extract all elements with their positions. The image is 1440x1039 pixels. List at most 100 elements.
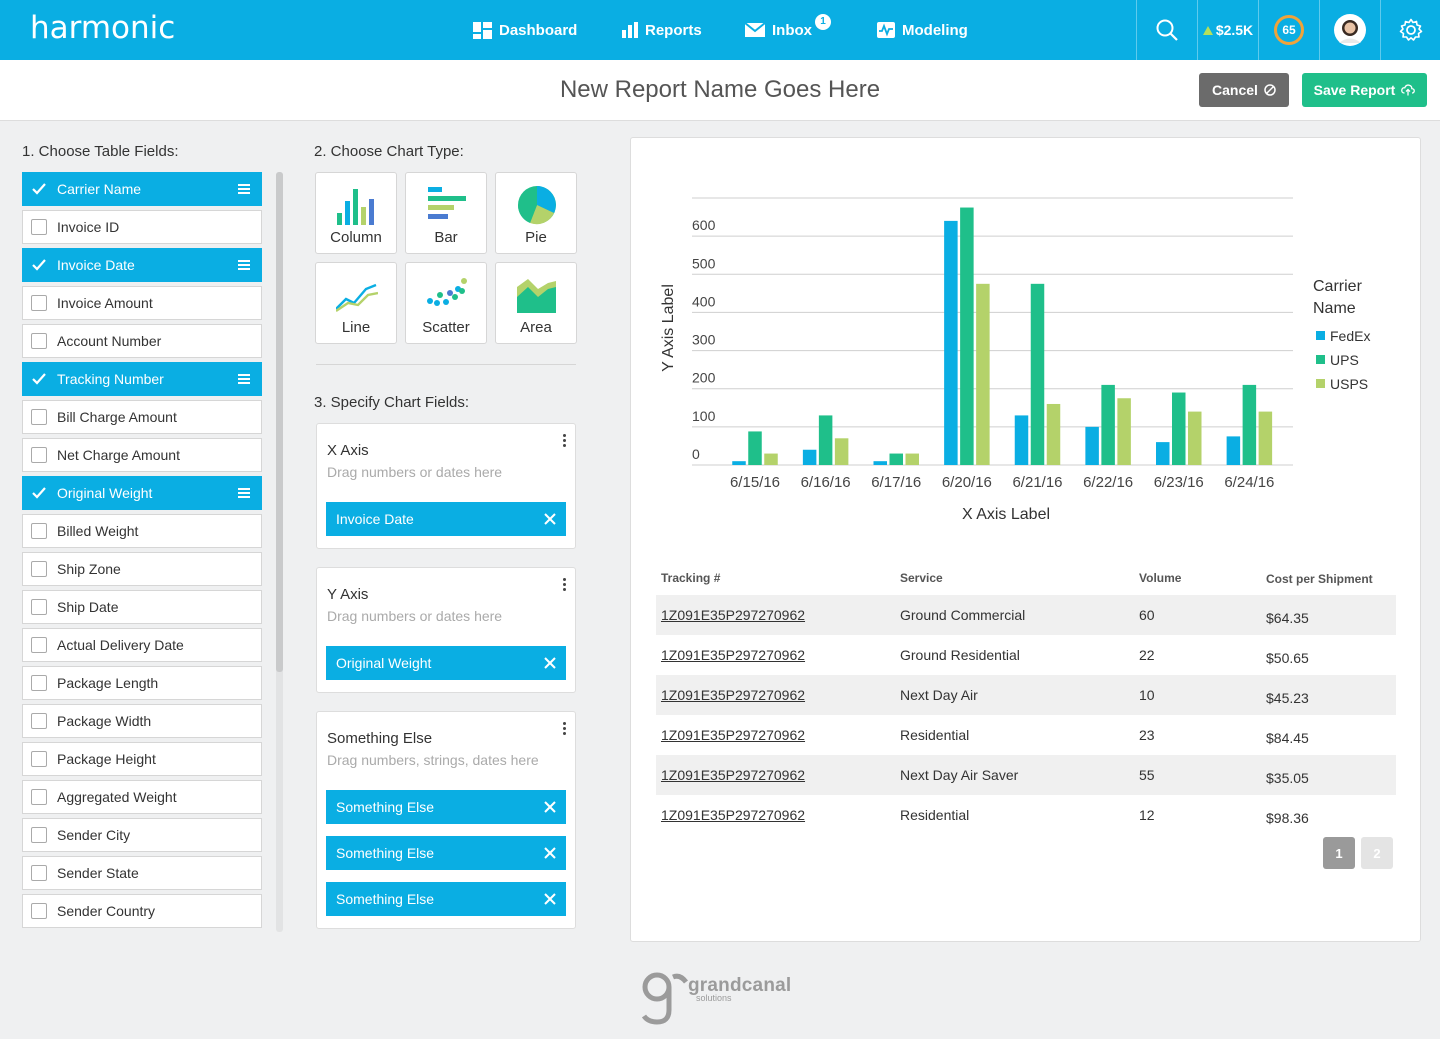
column-header-service[interactable]: Service [900, 571, 943, 585]
checkbox[interactable] [31, 561, 47, 577]
bar-fedex[interactable] [1085, 426, 1099, 465]
checkbox[interactable] [31, 409, 47, 425]
bar-ups[interactable] [889, 453, 904, 465]
table-field-item[interactable]: Actual Delivery Date [22, 628, 262, 662]
bar-fedex[interactable] [1014, 415, 1029, 465]
bar-usps[interactable] [905, 453, 920, 465]
checkbox[interactable] [31, 675, 47, 691]
bar-ups[interactable] [1242, 384, 1257, 465]
checkbox[interactable] [31, 713, 47, 729]
something-else-chip[interactable]: Something Else [326, 790, 566, 824]
table-field-item[interactable]: Sender State [22, 856, 262, 890]
checkbox[interactable] [31, 599, 47, 615]
checkbox-checked[interactable] [31, 371, 47, 387]
tracking-link[interactable]: 1Z091E35P297270962 [661, 767, 806, 783]
something-else-chip[interactable]: Something Else [326, 836, 566, 870]
table-field-item[interactable]: Aggregated Weight [22, 780, 262, 814]
table-row[interactable]: 1Z091E35P297270962 Ground Commercial 60 $64… [656, 595, 1396, 635]
bar-usps[interactable] [1046, 403, 1061, 465]
chart-type-area[interactable]: Area [495, 262, 577, 344]
y-axis-chip[interactable]: Original Weight [326, 646, 566, 680]
table-field-item[interactable]: Invoice ID [22, 210, 262, 244]
checkbox[interactable] [31, 333, 47, 349]
bar-usps[interactable] [834, 438, 849, 465]
table-field-item[interactable]: Ship Zone [22, 552, 262, 586]
report-title[interactable]: New Report Name Goes Here [559, 76, 881, 103]
chart-type-scatter[interactable]: Scatter [405, 262, 487, 344]
something-else-chip[interactable]: Something Else [326, 882, 566, 916]
checkbox[interactable] [31, 827, 47, 843]
table-row[interactable]: 1Z091E35P297270962 Residential 23 $84.45 [656, 715, 1396, 755]
checkbox[interactable] [31, 751, 47, 767]
tracking-link[interactable]: 1Z091E35P297270962 [661, 647, 806, 663]
checkbox[interactable] [31, 865, 47, 881]
table-field-item[interactable]: Tracking Number [22, 362, 262, 396]
table-field-item[interactable]: Sender Country [22, 894, 262, 928]
drag-handle-icon[interactable] [238, 488, 250, 498]
close-icon[interactable] [544, 893, 556, 905]
settings-button[interactable] [1381, 0, 1440, 60]
checkbox[interactable] [31, 295, 47, 311]
bar-fedex[interactable] [732, 461, 746, 465]
more-options-icon[interactable] [563, 722, 566, 735]
bar-ups[interactable] [1101, 384, 1115, 465]
table-field-item[interactable]: Package Width [22, 704, 262, 738]
column-header-cost[interactable]: Cost per Shipment [1266, 572, 1373, 586]
bar-ups[interactable] [748, 431, 762, 465]
table-field-item[interactable]: Package Length [22, 666, 262, 700]
y-axis-card[interactable]: Y Axis Drag numbers or dates here Origin… [316, 567, 576, 693]
bar-usps[interactable] [976, 283, 990, 465]
table-field-item[interactable]: Billed Weight [22, 514, 262, 548]
drag-handle-icon[interactable] [238, 374, 250, 384]
chart-type-bar[interactable]: Bar [405, 172, 487, 254]
close-icon[interactable] [544, 657, 556, 669]
more-options-icon[interactable] [563, 434, 566, 447]
checkbox-checked[interactable] [31, 181, 47, 197]
table-field-item[interactable]: Bill Charge Amount [22, 400, 262, 434]
column-header-volume[interactable]: Volume [1139, 571, 1182, 585]
bar-usps[interactable] [764, 453, 778, 465]
nav-reports[interactable]: Reports [622, 0, 702, 60]
bar-ups[interactable] [818, 415, 833, 465]
table-row[interactable]: 1Z091E35P297270962 Residential 12 $98.36 [656, 795, 1396, 835]
harmonic-logo[interactable]: harmonic [30, 10, 175, 46]
tracking-link[interactable]: 1Z091E35P297270962 [661, 607, 806, 623]
chart-type-line[interactable]: Line [315, 262, 397, 344]
checkbox[interactable] [31, 789, 47, 805]
table-field-item[interactable]: Account Number [22, 324, 262, 358]
bar-ups[interactable] [960, 207, 974, 465]
table-field-item[interactable]: Invoice Amount [22, 286, 262, 320]
bar-fedex[interactable] [802, 449, 817, 465]
checkbox-checked[interactable] [31, 485, 47, 501]
chart-type-column[interactable]: Column [315, 172, 397, 254]
tracking-link[interactable]: 1Z091E35P297270962 [661, 727, 806, 743]
nav-modeling[interactable]: Modeling [877, 0, 968, 60]
close-icon[interactable] [544, 847, 556, 859]
table-field-item[interactable]: Ship Date [22, 590, 262, 624]
checkbox[interactable] [31, 219, 47, 235]
table-row[interactable]: 1Z091E35P297270962 Next Day Air 10 $45.23 [656, 675, 1396, 715]
column-header-tracking[interactable]: Tracking # [661, 571, 721, 585]
user-avatar-button[interactable] [1320, 0, 1380, 60]
bar-fedex[interactable] [1226, 436, 1241, 465]
table-field-item[interactable]: Net Charge Amount [22, 438, 262, 472]
save-report-button[interactable]: Save Report [1302, 73, 1427, 107]
x-axis-card[interactable]: X Axis Drag numbers or dates here Invoic… [316, 423, 576, 549]
table-row[interactable]: 1Z091E35P297270962 Ground Residential 22 $5… [656, 635, 1396, 675]
drag-handle-icon[interactable] [238, 184, 250, 194]
table-field-item[interactable]: Package Height [22, 742, 262, 776]
close-icon[interactable] [544, 801, 556, 813]
bar-usps[interactable] [1188, 411, 1202, 465]
search-button[interactable] [1137, 0, 1197, 60]
table-row[interactable]: 1Z091E35P297270962 Next Day Air Saver 55 $3… [656, 755, 1396, 795]
tracking-link[interactable]: 1Z091E35P297270962 [661, 807, 806, 823]
checkbox[interactable] [31, 637, 47, 653]
drag-handle-icon[interactable] [238, 260, 250, 270]
something-else-card[interactable]: Something Else Drag numbers, strings, da… [316, 711, 576, 929]
table-field-item[interactable]: Sender City [22, 818, 262, 852]
bar-fedex[interactable] [873, 461, 888, 465]
bar-ups[interactable] [1172, 392, 1186, 465]
fields-scrollbar-thumb[interactable] [276, 172, 283, 672]
page-2-button[interactable]: 2 [1361, 837, 1393, 869]
checkbox[interactable] [31, 447, 47, 463]
